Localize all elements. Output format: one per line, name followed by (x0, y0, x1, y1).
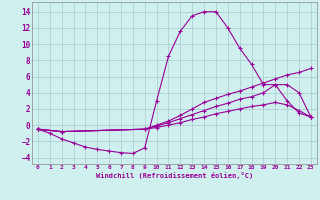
X-axis label: Windchill (Refroidissement éolien,°C): Windchill (Refroidissement éolien,°C) (96, 172, 253, 179)
